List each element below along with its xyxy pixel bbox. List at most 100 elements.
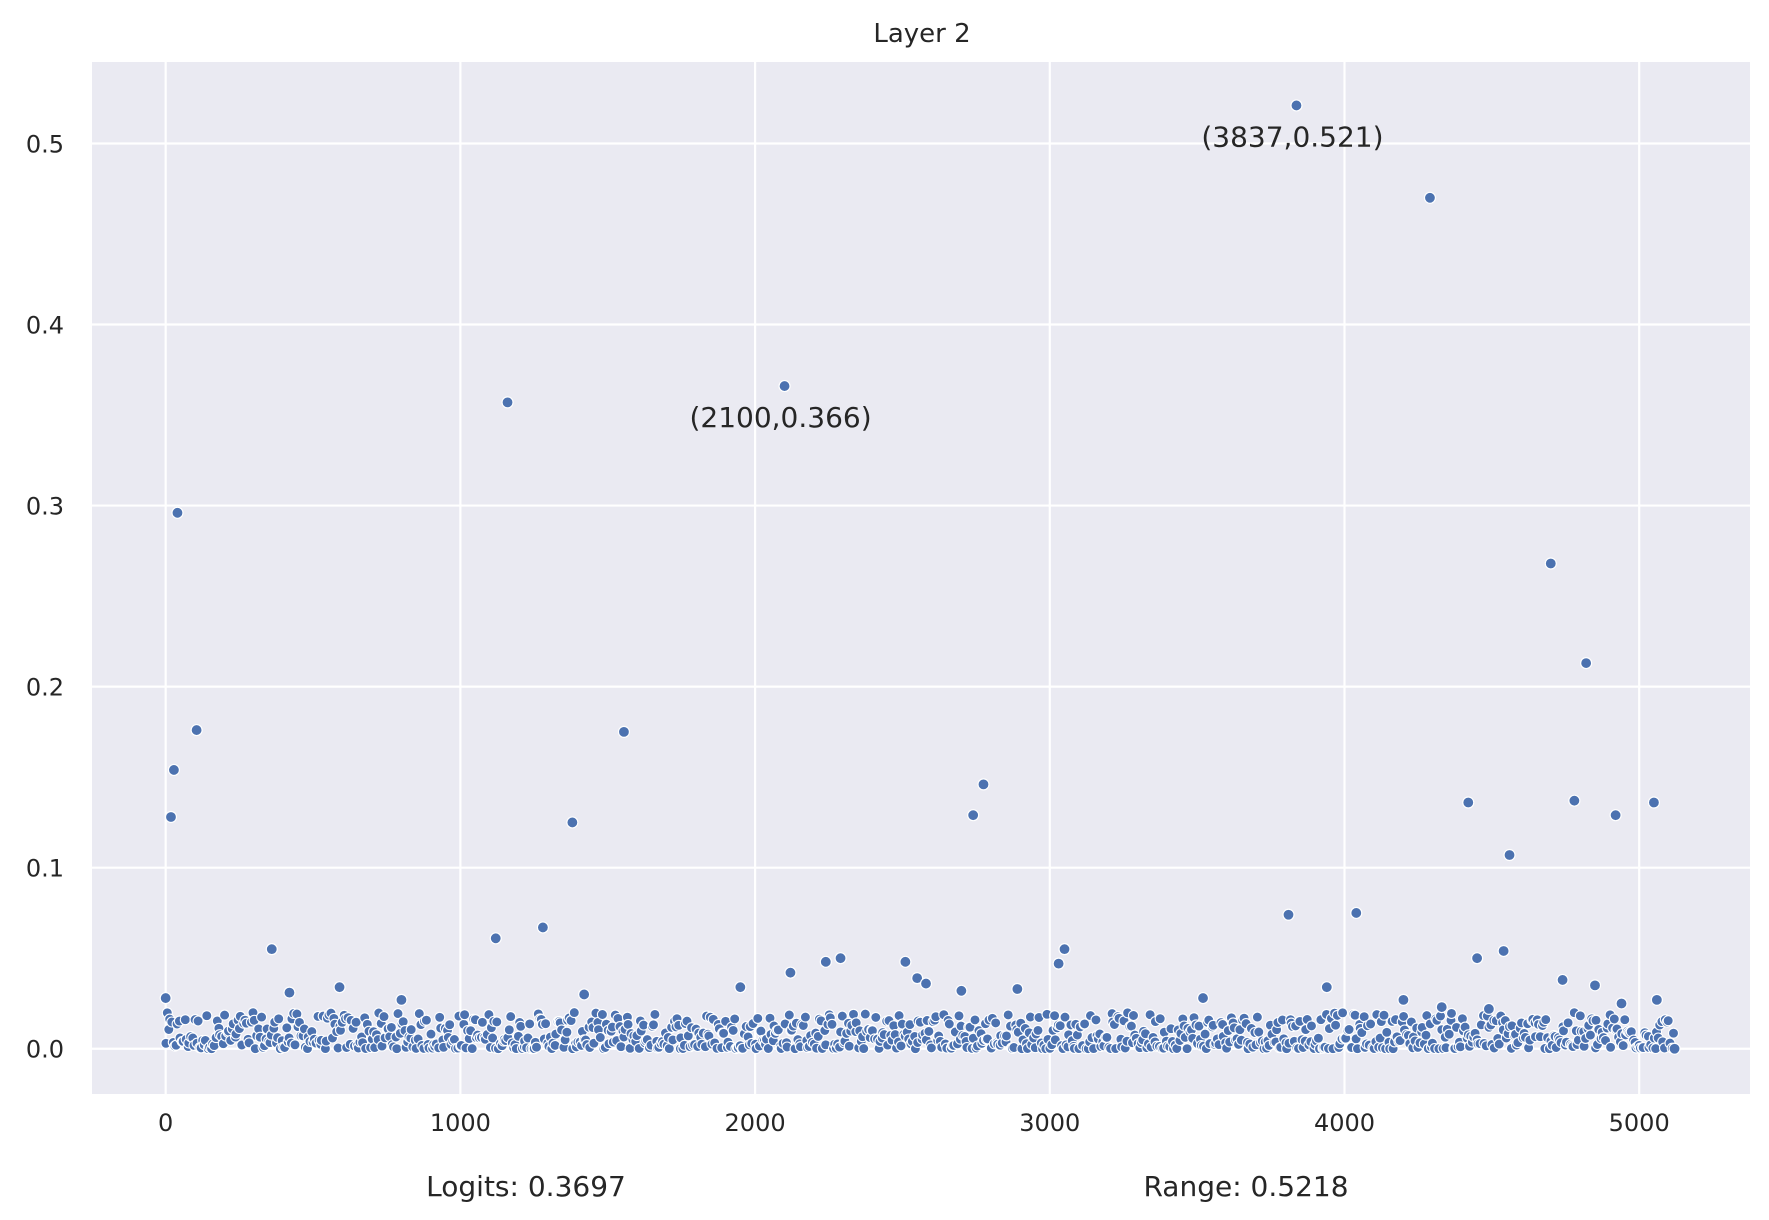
y-tick-label: 0.5	[26, 130, 64, 158]
scatter-point	[1101, 1031, 1113, 1043]
scatter-point	[1556, 973, 1569, 987]
scatter-point	[1127, 1009, 1140, 1022]
scatter-point	[1471, 952, 1484, 965]
scatter-point	[1330, 1019, 1342, 1031]
scatter-point	[919, 977, 933, 990]
scatter-point	[1343, 1023, 1355, 1036]
y-tick-label: 0.0	[26, 1036, 64, 1064]
scatter-point	[834, 952, 847, 965]
scatter-point	[1052, 957, 1065, 970]
x-tick-label: 0	[158, 1109, 173, 1137]
scatter-point	[843, 1040, 855, 1052]
scatter-point	[190, 723, 203, 737]
scatter-point	[899, 955, 912, 968]
y-tick-label: 0.1	[26, 855, 64, 883]
footer-logits-label: Logits: 0.3697	[426, 1170, 626, 1203]
scatter-point	[1544, 557, 1557, 570]
scatter-point	[405, 1024, 417, 1036]
scatter-point	[283, 986, 296, 999]
scatter-point	[578, 988, 591, 1001]
scatter-point	[967, 809, 980, 822]
scatter-point	[649, 1008, 661, 1020]
scatter-point	[1058, 943, 1071, 956]
scatter-point	[1282, 908, 1295, 921]
scatter-point	[596, 1008, 608, 1021]
scatter-point	[1608, 1013, 1620, 1025]
scatter-point	[515, 1020, 527, 1032]
scatter-point	[594, 1031, 606, 1044]
scatter-point	[219, 1009, 231, 1021]
scatter-point	[1349, 1009, 1361, 1021]
scatter-point	[1617, 1040, 1629, 1052]
scatter-point	[281, 1022, 293, 1034]
scatter-point	[1568, 794, 1581, 807]
scatter-point	[953, 1010, 965, 1022]
scatter-point	[1381, 1026, 1393, 1038]
scatter-point	[568, 1007, 580, 1019]
scatter-point	[1337, 1007, 1349, 1019]
scatter-point	[977, 778, 990, 791]
scatter-point	[561, 1026, 573, 1038]
scatter-point	[1011, 982, 1024, 996]
scatter-point	[1580, 656, 1593, 670]
scatter-point	[826, 1018, 838, 1030]
scatter-point	[420, 1014, 432, 1026]
scatter-point	[385, 1021, 397, 1033]
scatter-point	[1090, 1014, 1102, 1026]
scatter-point	[622, 1018, 634, 1030]
scatter-point	[1398, 1010, 1410, 1022]
scatter-point	[729, 1013, 741, 1025]
scatter-point	[784, 966, 797, 979]
scatter-point	[1420, 1029, 1432, 1041]
x-tick-label: 5000	[1609, 1109, 1670, 1137]
scatter-point	[1350, 906, 1363, 920]
scatter-point	[1305, 1020, 1318, 1032]
plot-background	[92, 62, 1750, 1094]
scatter-point	[1049, 1010, 1061, 1022]
scatter-point	[1493, 1038, 1505, 1050]
scatter-point	[1609, 809, 1622, 822]
scatter-point	[799, 1011, 811, 1023]
scatter-point	[836, 1010, 848, 1022]
scatter-point	[289, 1039, 301, 1051]
scatter-point	[1445, 1007, 1458, 1019]
scatter-point	[1154, 1013, 1166, 1025]
scatter-point	[1181, 1043, 1193, 1055]
x-tick-label: 4000	[1314, 1109, 1375, 1137]
scatter-point	[164, 810, 178, 824]
scatter-point	[617, 725, 631, 738]
scatter-point	[911, 972, 924, 985]
scatter-point	[727, 1024, 739, 1036]
x-tick-label: 3000	[1019, 1109, 1080, 1137]
scatter-point	[1615, 997, 1628, 1010]
scatter-point	[1605, 1041, 1617, 1053]
scatter-point	[1199, 1028, 1211, 1040]
scatter-point	[489, 932, 502, 945]
point-annotation: (3837,0.521)	[1201, 120, 1383, 153]
scatter-point	[179, 1014, 191, 1026]
scatter-point	[1662, 1015, 1674, 1027]
scatter-point	[1423, 191, 1437, 204]
scatter-point	[1650, 993, 1663, 1006]
dense-point-band	[160, 1007, 1681, 1055]
scatter-point	[1462, 796, 1475, 809]
scatter-point	[1435, 1000, 1448, 1014]
scatter-point	[159, 991, 172, 1005]
scatter-point	[1574, 1010, 1586, 1022]
scatter-point	[1290, 99, 1303, 112]
scatter-point	[566, 816, 579, 829]
scatter-point	[395, 993, 408, 1006]
scatter-point	[1054, 1020, 1066, 1032]
scatter-point	[819, 955, 832, 968]
scatter-point	[1320, 981, 1333, 994]
scatter-point	[501, 396, 514, 409]
scatter-point	[524, 1018, 536, 1030]
scatter-point	[752, 1012, 764, 1024]
scatter-point	[1454, 1041, 1466, 1053]
y-axis-ticks: 0.0 0.1 0.2 0.3 0.4 0.5	[26, 130, 64, 1063]
scatter-point	[201, 1010, 213, 1022]
point-annotation: (2100,0.366)	[689, 401, 871, 434]
scatter-point	[536, 921, 549, 934]
y-tick-label: 0.2	[26, 674, 64, 702]
y-tick-label: 0.4	[26, 312, 64, 340]
